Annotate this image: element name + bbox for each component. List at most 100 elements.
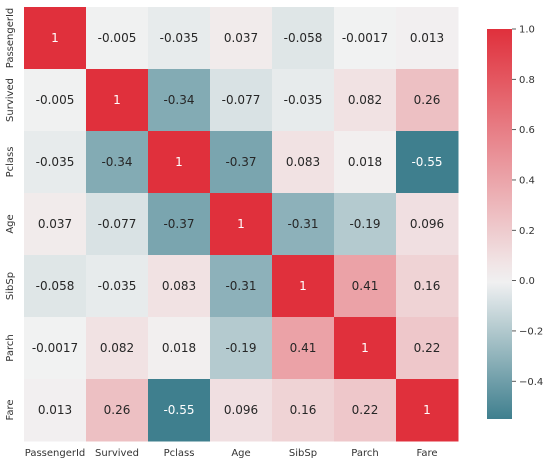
heatmap-cell	[24, 317, 87, 380]
heatmap-cell	[24, 379, 87, 442]
heatmap-cell	[396, 7, 459, 70]
heatmap-cell	[334, 379, 397, 442]
y-tick-label: Age	[5, 214, 16, 233]
cell-annotation: -0.37	[163, 217, 194, 231]
heatmap-cell	[86, 7, 149, 70]
cell-annotation: 0.16	[290, 403, 317, 417]
y-tick-label: Pclass	[5, 147, 16, 178]
heatmap-cell	[210, 379, 273, 442]
cell-annotation: -0.035	[98, 279, 137, 293]
cell-annotation: 0.037	[224, 31, 258, 45]
heatmap-cell	[272, 255, 335, 318]
cell-annotation: 1	[51, 31, 59, 45]
cell-annotation: -0.005	[98, 31, 137, 45]
cell-annotation: -0.005	[36, 93, 75, 107]
y-tick-label: Fare	[5, 399, 16, 420]
heatmap-cell	[272, 7, 335, 70]
colorbar-tick-label: 0.4	[519, 175, 535, 186]
x-tick-label: Fare	[416, 448, 437, 459]
cell-annotation: 1	[237, 217, 245, 231]
heatmap-cell	[210, 7, 273, 70]
heatmap-cell	[148, 379, 211, 442]
cell-annotation: 0.096	[224, 403, 258, 417]
y-tick-label: Survived	[5, 78, 16, 122]
heatmap-cell	[86, 317, 149, 380]
heatmap-cell	[396, 69, 459, 132]
heatmap-cell	[334, 193, 397, 256]
y-tick-label: SibSp	[5, 272, 16, 300]
heatmap-cell	[148, 255, 211, 318]
x-tick-label: Pclass	[164, 448, 195, 459]
y-tick-label: Parch	[5, 334, 16, 361]
heatmap-cell	[86, 379, 149, 442]
colorbar: −0.4 −0.2 0.0 0.2 0.4 0.6 0.8 1.0	[487, 25, 543, 419]
colorbar-tick-label: 0.0	[519, 276, 535, 287]
cell-annotation: 0.013	[410, 31, 444, 45]
heatmap-cell	[86, 131, 149, 194]
heatmap-cell	[210, 131, 273, 194]
heatmap-cell	[148, 7, 211, 70]
cell-annotation: -0.19	[225, 341, 256, 355]
cell-annotation: -0.31	[287, 217, 318, 231]
cell-annotation: 0.22	[352, 403, 379, 417]
heatmap-cell	[334, 7, 397, 70]
heatmap-cell	[148, 193, 211, 256]
x-tick-label: PassengerId	[25, 448, 86, 459]
cell-annotation: -0.37	[225, 155, 256, 169]
heatmap-cell	[210, 193, 273, 256]
cell-annotation: 0.013	[38, 403, 72, 417]
heatmap-cell	[334, 131, 397, 194]
cell-annotation: -0.035	[284, 93, 323, 107]
cell-annotation: -0.0017	[342, 31, 388, 45]
heatmap-cell	[272, 193, 335, 256]
x-tick-label: SibSp	[289, 448, 317, 459]
cell-annotation: -0.035	[160, 31, 199, 45]
heatmap-cell	[24, 255, 87, 318]
heatmap-cell	[24, 193, 87, 256]
y-tick-label: PassengerId	[5, 8, 16, 69]
colorbar-tick-label: 0.6	[519, 125, 535, 136]
heatmap-cell	[334, 69, 397, 132]
cell-annotation: -0.55	[163, 403, 194, 417]
cell-annotation: -0.55	[411, 155, 442, 169]
heatmap-cell	[396, 193, 459, 256]
cell-annotation: 1	[299, 279, 307, 293]
cell-annotation: 0.26	[414, 93, 441, 107]
cell-annotation: -0.0017	[32, 341, 78, 355]
heatmap-cell	[396, 131, 459, 194]
heatmap-cell	[272, 131, 335, 194]
heatmap-cell	[272, 317, 335, 380]
cell-annotation: 0.16	[414, 279, 441, 293]
cell-annotation: 0.082	[348, 93, 382, 107]
cell-annotation: -0.077	[222, 93, 261, 107]
heatmap-cell	[396, 255, 459, 318]
cell-annotation: 0.26	[104, 403, 131, 417]
heatmap-cell	[148, 131, 211, 194]
cell-annotation: -0.035	[36, 155, 75, 169]
cell-annotation: -0.058	[36, 279, 75, 293]
heatmap-cell	[24, 131, 87, 194]
heatmap-cell	[396, 317, 459, 380]
heatmap-cell	[210, 69, 273, 132]
cell-annotation: 0.083	[286, 155, 320, 169]
heatmap-cell	[334, 317, 397, 380]
heatmap-cell	[148, 317, 211, 380]
cell-annotation: -0.34	[163, 93, 194, 107]
heatmap-cell	[210, 255, 273, 318]
cell-annotation: -0.34	[101, 155, 132, 169]
cell-annotation: 0.41	[290, 341, 317, 355]
cell-annotation: -0.058	[284, 31, 323, 45]
x-tick-label: Parch	[351, 448, 378, 459]
heatmap-cell	[24, 7, 87, 70]
heatmap-cell	[396, 379, 459, 442]
heatmap-cell	[86, 193, 149, 256]
heatmap-cells: 1 -0.005 -0.035 0.037 -0.058 -0.0017 0.013 -0.0…	[24, 7, 459, 442]
heatmap-cell	[272, 69, 335, 132]
cell-annotation: 1	[361, 341, 369, 355]
cell-annotation: 1	[113, 93, 121, 107]
colorbar-tick-label: 0.2	[519, 226, 535, 237]
cell-annotation: 0.083	[162, 279, 196, 293]
heatmap-cell	[86, 255, 149, 318]
heatmap-cell	[334, 255, 397, 318]
